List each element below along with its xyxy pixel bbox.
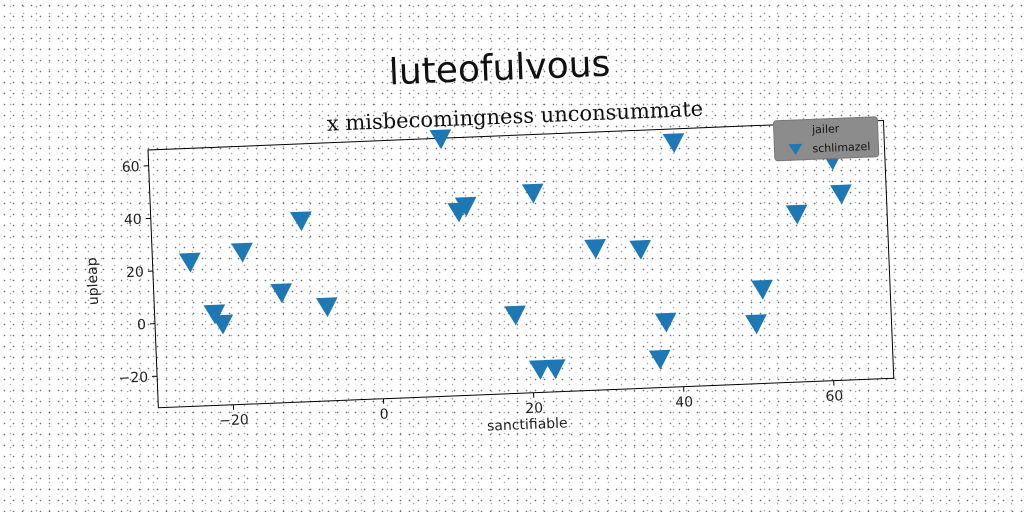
y-axis-label: upleap bbox=[84, 257, 102, 305]
legend-box bbox=[772, 116, 880, 162]
data-point-marker bbox=[429, 129, 452, 150]
legend-title: jailer bbox=[811, 122, 840, 136]
data-point-marker bbox=[648, 349, 671, 370]
legend: jailer schlimazel bbox=[772, 116, 880, 162]
data-point-marker bbox=[521, 183, 544, 204]
scatter-points bbox=[178, 129, 852, 380]
data-point-marker bbox=[203, 304, 226, 325]
data-point-marker bbox=[662, 133, 685, 154]
x-tick-label: −20 bbox=[219, 412, 249, 429]
y-tick-label: 40 bbox=[124, 212, 142, 229]
data-point-marker bbox=[231, 242, 253, 263]
y-tick-label: −20 bbox=[118, 370, 148, 387]
data-point-marker bbox=[785, 204, 808, 225]
plot-frame bbox=[147, 119, 895, 409]
legend-marker bbox=[788, 143, 803, 156]
x-tick-label: 60 bbox=[825, 388, 843, 405]
x-tick-label: 40 bbox=[675, 394, 693, 411]
y-tick-label: 0 bbox=[137, 317, 147, 333]
data-point-marker bbox=[178, 252, 201, 273]
data-point-marker bbox=[528, 359, 551, 380]
x-axis-label: sanctifiable bbox=[487, 415, 568, 434]
data-point-marker bbox=[504, 305, 526, 326]
data-point-marker bbox=[745, 314, 767, 335]
data-point-marker bbox=[629, 239, 652, 260]
data-point-marker bbox=[289, 211, 312, 232]
y-tick-label: 60 bbox=[122, 159, 140, 176]
data-point-marker bbox=[751, 279, 773, 300]
data-point-marker bbox=[270, 283, 292, 304]
data-point-marker bbox=[584, 239, 606, 259]
legend-entry-schlimazel: schlimazel bbox=[812, 140, 870, 155]
data-point-marker bbox=[654, 312, 677, 333]
data-point-marker bbox=[315, 297, 338, 318]
y-axis-ticks: −20 0 20 40 60 bbox=[118, 159, 158, 387]
x-tick-label: 20 bbox=[525, 400, 543, 417]
data-point-marker bbox=[211, 314, 234, 335]
plot-area: x misbecomingness unconsummate −20 0 20 40 6… bbox=[84, 97, 895, 435]
data-point-marker bbox=[454, 196, 477, 217]
x-axis-ticks: −20 0 20 40 60 bbox=[219, 380, 844, 429]
y-tick-label: 20 bbox=[126, 264, 144, 281]
chart-title: luteofulvous bbox=[388, 44, 611, 94]
x-tick-label: 0 bbox=[379, 407, 389, 423]
data-point-marker bbox=[830, 184, 852, 205]
data-point-marker bbox=[543, 359, 566, 380]
